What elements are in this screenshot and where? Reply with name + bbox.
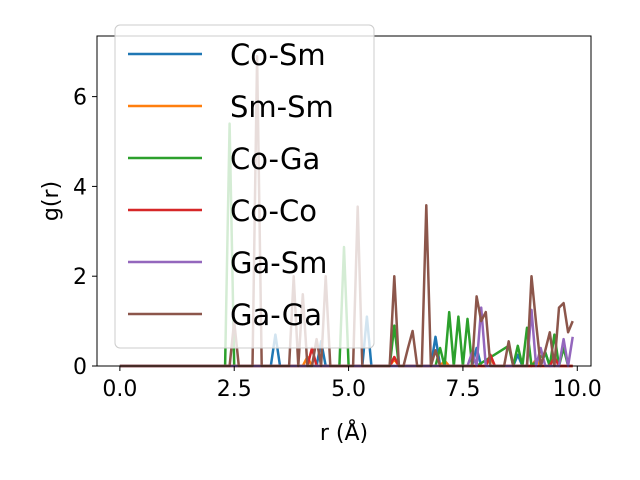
legend: Co-Sm Sm-Sm Co-Ga Co-Co Ga-Sm Ga-Ga (114, 24, 375, 349)
y-axis-label: g(r) (39, 181, 64, 221)
y-tick-label: 4 (73, 175, 87, 200)
x-tick-label: 7.5 (445, 377, 480, 402)
legend-label: Sm-Sm (230, 90, 334, 124)
legend-label: Ga-Ga (230, 298, 322, 332)
legend-label: Co-Ga (230, 142, 320, 176)
x-tick-label: 10.0 (553, 377, 602, 402)
legend-label: Co-Co (230, 194, 317, 228)
x-tick-label: 5.0 (331, 377, 366, 402)
y-tick-label: 0 (73, 355, 87, 380)
legend-label: Co-Sm (230, 38, 326, 72)
legend-label: Ga-Sm (230, 246, 327, 280)
ticks-layer: 0.0 2.5 5.0 7.5 10.0 0 2 4 6 (73, 86, 602, 402)
x-tick-label: 0.0 (102, 377, 137, 402)
y-tick-label: 2 (73, 265, 87, 290)
x-axis-label: r (Å) (320, 419, 368, 446)
y-tick-label: 6 (73, 86, 87, 111)
x-tick-label: 2.5 (217, 377, 252, 402)
